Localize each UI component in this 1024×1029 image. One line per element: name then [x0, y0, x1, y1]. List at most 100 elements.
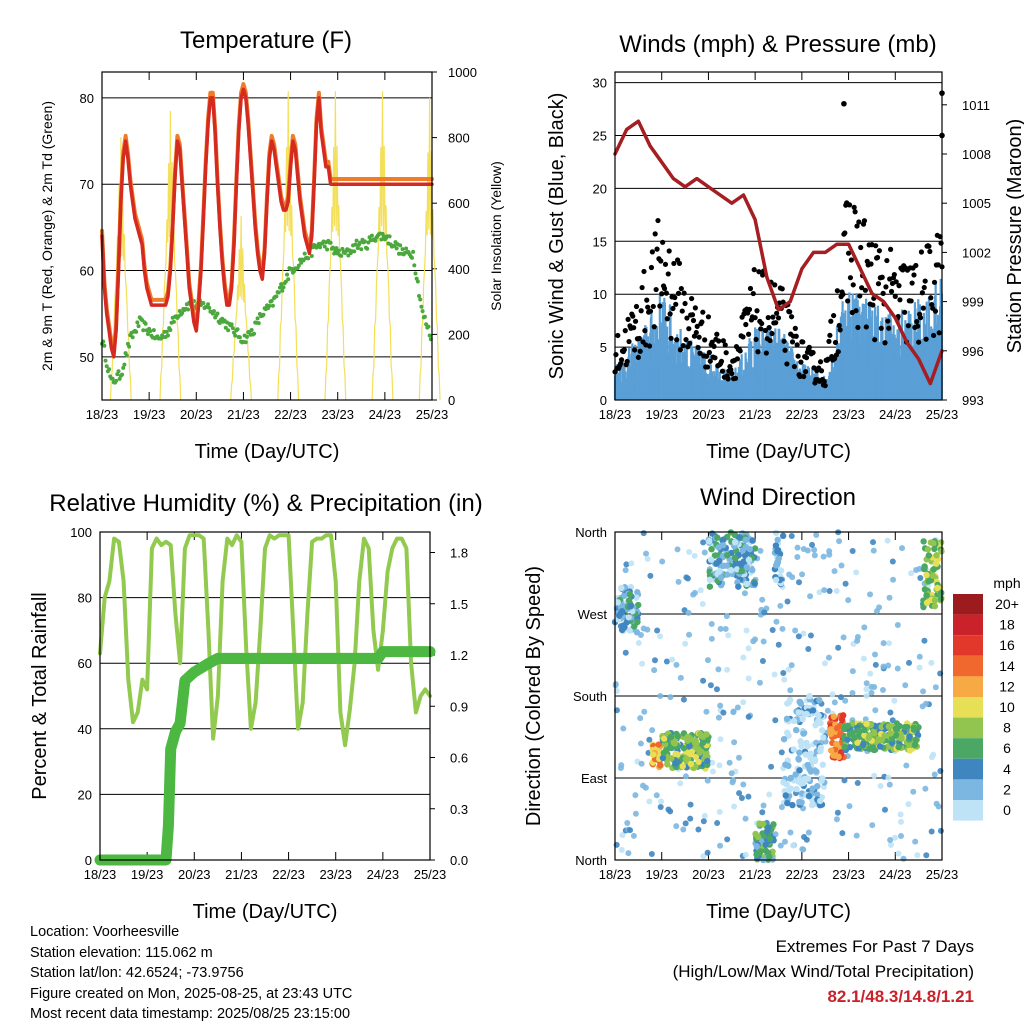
gust-point	[706, 349, 712, 356]
direction-point	[887, 730, 894, 737]
x-tick-label: 21/23	[227, 407, 260, 422]
direction-point	[855, 728, 863, 735]
y2-tick-label: 0.9	[450, 699, 468, 714]
direction-point	[840, 634, 847, 641]
gust-point	[801, 373, 807, 380]
direction-point	[800, 630, 807, 637]
direction-point	[684, 733, 691, 741]
direction-point	[836, 538, 843, 545]
dewpoint-point	[415, 279, 420, 284]
gust-point	[791, 363, 797, 370]
direction-point	[937, 595, 945, 602]
direction-point	[794, 554, 801, 561]
gust-point	[914, 318, 920, 325]
gust-point	[827, 332, 833, 338]
direction-point	[854, 739, 861, 746]
colorbar-label: 8	[1003, 720, 1011, 736]
direction-point	[680, 696, 687, 703]
gust-point	[705, 314, 712, 320]
gust-point	[674, 337, 680, 343]
gust-point	[875, 281, 882, 287]
direction-point	[727, 567, 735, 574]
y-tick-label: 15	[593, 234, 607, 249]
direction-point	[925, 552, 933, 559]
dewpoint-point	[394, 246, 399, 251]
direction-point	[633, 629, 641, 636]
gust-point	[671, 260, 677, 267]
direction-point	[625, 850, 632, 857]
direction-point	[715, 714, 722, 721]
gust-point	[668, 335, 674, 341]
humidity-precip-panel: Relative Humidity (%) & Precipitation (i…	[29, 490, 483, 923]
y2-tick-label: 1008	[962, 147, 991, 162]
direction-point	[908, 570, 915, 577]
direction-point	[716, 808, 723, 815]
direction-point	[906, 659, 913, 666]
dewpoint-point	[255, 316, 260, 321]
location-text: Location: Voorheesville	[30, 924, 180, 940]
direction-point	[871, 651, 878, 658]
dewpoint-point	[336, 248, 341, 253]
dewpoint-point	[355, 245, 360, 250]
direction-point	[743, 564, 750, 571]
pressure-line	[613, 119, 944, 386]
direction-point	[790, 717, 798, 725]
direction-point	[886, 594, 893, 601]
direction-point	[789, 574, 796, 581]
direction-point	[873, 608, 880, 615]
direction-point	[894, 621, 901, 628]
direction-point	[731, 803, 738, 810]
direction-point	[920, 688, 927, 695]
insolation-line	[324, 91, 347, 401]
insolation-line	[371, 91, 394, 401]
x-axis-label: Time (Day/UTC)	[195, 441, 340, 463]
colorbar-label: 18	[999, 617, 1015, 633]
direction-point	[923, 599, 931, 607]
y2-tick-label: 999	[962, 295, 984, 310]
dewpoint-point	[130, 335, 135, 340]
dewpoint-point	[426, 324, 431, 329]
direction-point	[640, 625, 647, 632]
gust-point	[750, 290, 756, 297]
direction-point	[849, 668, 856, 675]
direction-point	[829, 691, 836, 698]
direction-point	[905, 801, 912, 808]
direction-point	[842, 580, 849, 587]
direction-point	[703, 708, 710, 715]
gust-point	[848, 257, 854, 263]
y-tick-label: 20	[593, 181, 607, 196]
direction-point	[816, 797, 824, 805]
direction-point	[704, 849, 711, 856]
direction-point	[881, 732, 888, 739]
direction-point	[914, 852, 921, 859]
direction-point	[818, 727, 826, 734]
y-tick-label: 5	[600, 340, 607, 355]
gust-point	[693, 329, 699, 336]
dewpoint-point	[334, 246, 339, 251]
direction-point	[803, 710, 810, 718]
direction-point	[634, 618, 641, 626]
direction-point	[715, 666, 722, 673]
gust-point	[772, 282, 778, 288]
direction-point	[671, 740, 678, 747]
direction-point	[745, 713, 752, 720]
direction-point	[870, 539, 877, 546]
colorbar-swatch	[953, 594, 983, 615]
direction-point	[657, 804, 664, 811]
direction-point	[772, 717, 779, 724]
direction-point	[682, 773, 689, 780]
plot-frame	[101, 71, 433, 401]
direction-point	[870, 746, 878, 754]
direction-point	[797, 698, 804, 706]
direction-point	[830, 713, 837, 720]
direction-point	[740, 781, 747, 788]
dewpoint-point	[171, 319, 176, 324]
direction-point	[719, 541, 727, 549]
dewpoint-point	[261, 312, 266, 317]
gust-point	[837, 327, 843, 333]
x-tick-label: 20/23	[180, 407, 213, 422]
direction-point	[923, 592, 930, 599]
gust-point	[622, 328, 628, 334]
direction-point	[779, 532, 787, 540]
y2-tick-label: 400	[448, 262, 470, 277]
